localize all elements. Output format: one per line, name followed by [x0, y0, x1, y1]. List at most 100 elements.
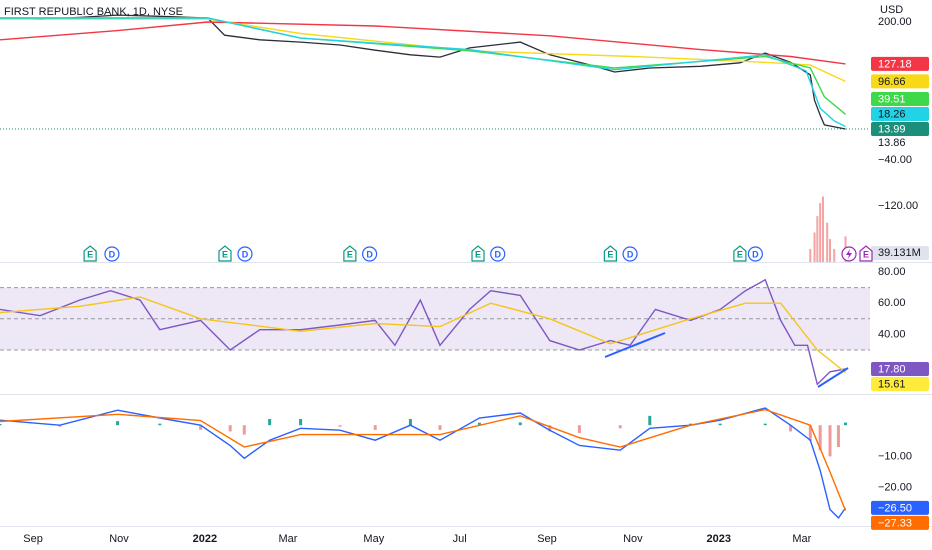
histogram-bar — [618, 425, 622, 429]
x-tick-label: Mar — [278, 533, 297, 545]
event-label: D — [627, 249, 634, 259]
price-badge-label: 18.26 — [878, 108, 906, 120]
series-line — [0, 17, 846, 128]
histogram-bar — [408, 418, 412, 426]
event-label: D — [242, 249, 249, 259]
price-badge — [871, 515, 929, 530]
volume-badge-label: 39.131M — [878, 247, 921, 259]
event-label: E — [222, 249, 228, 259]
series-line — [0, 278, 846, 386]
volume-bar — [826, 222, 829, 262]
price-badge-label: 13.99 — [878, 123, 906, 135]
histogram-bar — [789, 425, 793, 432]
volume-bar — [816, 216, 819, 262]
dividend-marker — [622, 246, 638, 262]
histogram-bar — [808, 425, 812, 441]
series-line — [0, 21, 846, 65]
histogram-bar — [648, 415, 652, 426]
price-badge-label: 39.51 — [878, 93, 906, 105]
event-label: D — [109, 249, 116, 259]
histogram-bar — [0, 423, 2, 426]
price-badge-label: −27.33 — [878, 517, 912, 529]
price-badge-label: −26.50 — [878, 502, 912, 514]
price-badge-label: 127.18 — [878, 58, 912, 70]
earnings-marker — [83, 245, 97, 262]
earnings-marker — [343, 245, 357, 262]
trendline — [604, 332, 666, 358]
histogram-bar — [518, 422, 522, 426]
histogram-bar — [242, 425, 246, 435]
price-badge-label: 96.66 — [878, 76, 906, 88]
earnings-marker — [603, 245, 617, 262]
price-badge — [871, 106, 929, 121]
earnings-marker — [218, 245, 232, 262]
price-badge — [871, 91, 929, 106]
histogram-bar — [158, 423, 162, 426]
price-badge-label: 15.61 — [878, 378, 906, 390]
histogram-bar — [818, 425, 822, 451]
price-badge — [871, 56, 929, 71]
price-badge — [871, 74, 929, 89]
histogram-bar — [58, 425, 62, 427]
event-label: E — [737, 249, 743, 259]
x-tick-label: Sep — [23, 533, 43, 545]
y-tick-label: −20.00 — [878, 482, 912, 494]
volume-bar — [821, 196, 824, 262]
y-tick-label: 80.00 — [878, 266, 906, 278]
upcoming-earnings-marker — [859, 245, 873, 262]
earnings-marker — [733, 245, 747, 262]
trendline — [817, 367, 849, 388]
event-label: E — [475, 249, 481, 259]
histogram-bar — [438, 425, 442, 430]
price-badge-label: 17.80 — [878, 363, 906, 375]
lines-layer — [0, 14, 847, 519]
price-badge — [871, 500, 929, 515]
price-badge — [871, 121, 929, 136]
series-line — [0, 296, 846, 374]
event-label: D — [752, 249, 759, 259]
x-tick-label: 2022 — [193, 533, 217, 545]
histogram-bar — [338, 425, 342, 427]
histogram-bar — [477, 422, 481, 426]
histogram-bar — [199, 425, 203, 430]
x-tick-label: Nov — [623, 533, 643, 545]
volume-bar — [819, 203, 822, 262]
volume-bar — [813, 232, 816, 262]
x-tick-label: Jul — [453, 533, 467, 545]
event-label: E — [87, 249, 93, 259]
price-badge — [871, 362, 929, 377]
event-label: D — [366, 249, 373, 259]
histogram-bar — [844, 422, 848, 426]
x-tick-label: Mar — [792, 533, 811, 545]
histogram-bar — [299, 418, 303, 426]
dividend-marker — [490, 246, 506, 262]
x-tick-label: May — [363, 533, 384, 545]
series-line — [0, 407, 847, 519]
histogram-bar — [763, 423, 767, 426]
dividend-marker — [237, 246, 253, 262]
histogram-bar — [268, 418, 272, 426]
histogram-bar — [836, 425, 840, 448]
series-line — [0, 408, 847, 511]
event-label: E — [607, 249, 613, 259]
volume-bar — [809, 248, 812, 262]
dividend-marker — [104, 246, 120, 262]
earnings-marker — [471, 245, 485, 262]
event-label: E — [347, 249, 353, 259]
x-tick-label: 2023 — [707, 533, 731, 545]
x-tick-label: Nov — [109, 533, 129, 545]
histogram-bar — [548, 425, 552, 432]
y-tick-label: −120.00 — [878, 200, 918, 212]
upcoming-earnings-label: E — [863, 249, 869, 259]
histogram-bar — [577, 425, 581, 434]
histogram-bar — [828, 425, 832, 457]
price-badge — [871, 377, 929, 392]
volume-bar — [829, 239, 832, 262]
volume-badge — [871, 246, 929, 260]
background-layer — [0, 128, 870, 457]
dividend-marker — [361, 246, 378, 262]
